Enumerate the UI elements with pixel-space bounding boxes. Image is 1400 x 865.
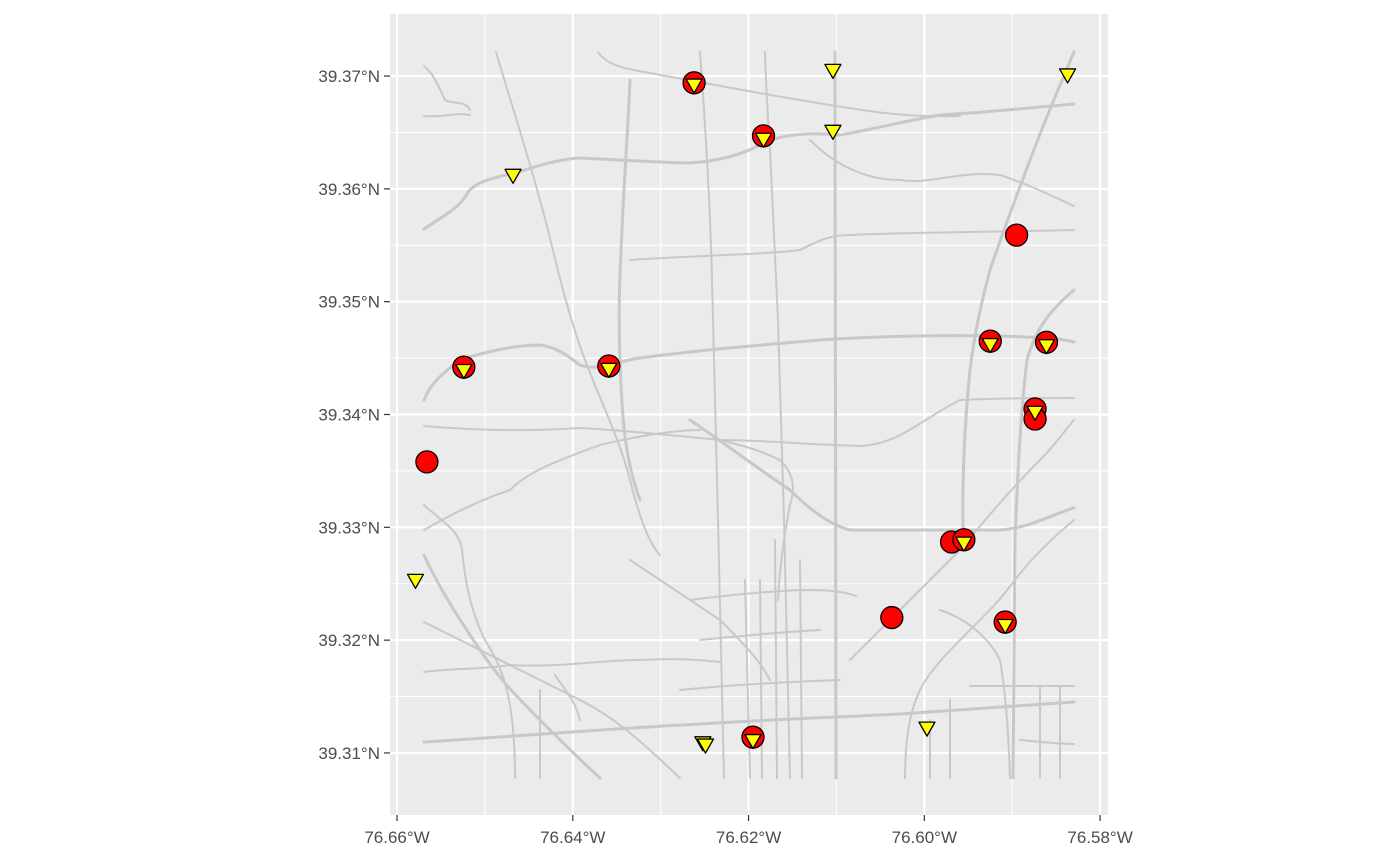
triangle-marker xyxy=(696,738,715,754)
y-tick-label: 39.35°N xyxy=(318,293,380,312)
triangle-marker xyxy=(1058,68,1077,84)
y-tick-label: 39.37°N xyxy=(318,67,380,86)
road xyxy=(833,50,838,780)
x-tick-label: 76.64°W xyxy=(540,828,605,847)
road xyxy=(423,504,516,779)
y-tick-label: 39.36°N xyxy=(318,180,380,199)
road xyxy=(904,519,1075,779)
triangle-marker xyxy=(824,124,842,140)
triangle-marker xyxy=(918,721,936,737)
triangle-marker xyxy=(685,78,703,94)
road-network xyxy=(422,50,1076,780)
y-tick-label: 39.34°N xyxy=(318,406,380,425)
data-points xyxy=(406,63,1077,754)
triangle-marker xyxy=(406,573,425,589)
road xyxy=(423,621,681,779)
road xyxy=(539,674,581,779)
circle-marker xyxy=(1004,223,1029,247)
circle-marker xyxy=(415,450,439,474)
triangle-marker xyxy=(504,168,522,184)
y-tick-label: 39.31°N xyxy=(318,744,380,763)
triangle-marker xyxy=(744,733,762,750)
road xyxy=(422,334,1076,402)
road xyxy=(939,609,1011,779)
road xyxy=(744,539,803,779)
road xyxy=(423,397,1075,447)
road xyxy=(688,418,1076,532)
road xyxy=(629,559,771,681)
road xyxy=(679,629,841,691)
y-tick-label: 39.33°N xyxy=(318,518,380,537)
triangle-marker xyxy=(824,63,842,80)
road xyxy=(423,658,721,673)
triangle-marker xyxy=(996,618,1014,635)
road xyxy=(699,51,725,779)
road xyxy=(689,589,857,601)
road xyxy=(719,439,794,601)
y-tick-label: 39.32°N xyxy=(318,631,380,650)
x-tick-label: 76.62°W xyxy=(716,828,781,847)
road xyxy=(422,700,1076,744)
x-tick-label: 76.58°W xyxy=(1067,828,1132,847)
circle-marker xyxy=(880,605,904,630)
axes: 76.66°W 76.64°W 76.62°W 76.60°W 76.58°W 39.31… xyxy=(318,67,1132,847)
triangle-marker xyxy=(955,536,973,552)
road xyxy=(423,65,471,118)
triangle-marker xyxy=(1026,405,1044,421)
triangle-marker xyxy=(981,337,999,354)
road xyxy=(495,51,661,556)
triangle-marker xyxy=(1037,339,1056,355)
road xyxy=(961,50,1076,532)
road xyxy=(629,229,1075,261)
road xyxy=(969,685,1075,779)
road xyxy=(617,78,642,502)
triangle-marker xyxy=(455,363,473,380)
triangle-marker xyxy=(754,132,773,148)
road xyxy=(1011,288,1076,780)
road xyxy=(809,139,1075,207)
road xyxy=(597,51,961,118)
x-tick-label: 76.66°W xyxy=(364,828,429,847)
x-tick-label: 76.60°W xyxy=(892,828,957,847)
triangle-marker xyxy=(600,362,618,379)
road xyxy=(422,553,602,780)
road xyxy=(423,429,701,531)
